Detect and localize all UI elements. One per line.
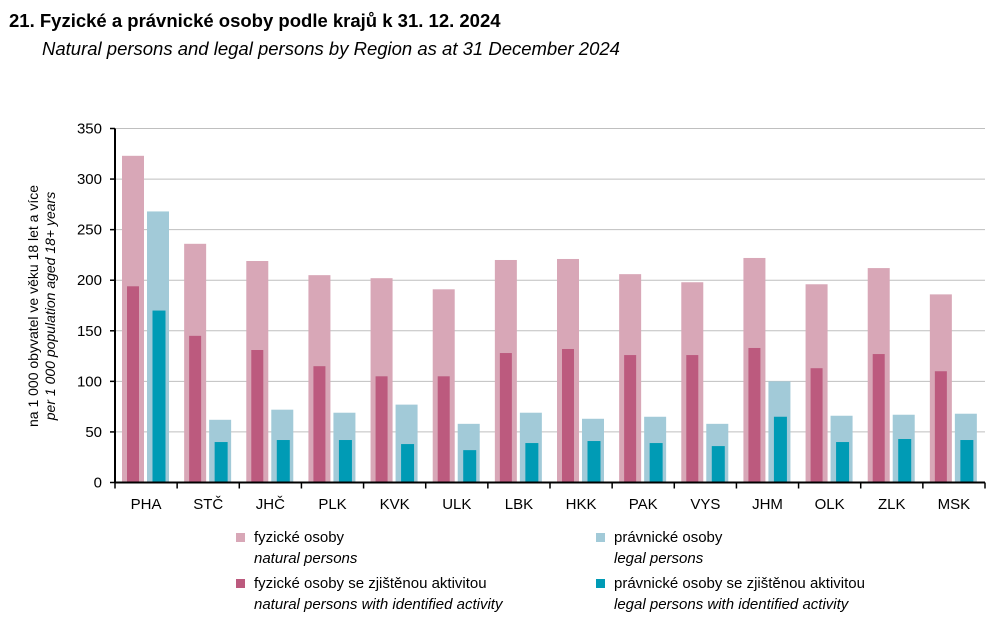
y-tick-label: 200	[77, 272, 102, 289]
x-tick-label: OLK	[815, 496, 845, 513]
x-tick-label: HKK	[566, 496, 597, 513]
bar-legal-active	[276, 440, 290, 483]
x-tick-label: VYS	[690, 496, 720, 513]
y-tick-label: 100	[77, 373, 102, 390]
bar-legal-active	[836, 442, 850, 483]
y-axis-label-en: per 1 000 population aged 18+ years	[42, 192, 58, 421]
bar-group-MSK	[929, 294, 977, 483]
bar-legal-active	[711, 446, 725, 483]
bar-legal-active	[152, 310, 166, 483]
bar-natural-active	[686, 355, 699, 483]
y-tick-label: 150	[77, 323, 102, 340]
legend-swatch-natural-active	[236, 579, 245, 588]
x-tick-label: PHA	[131, 496, 162, 513]
bars	[122, 155, 977, 483]
y-tick-label: 0	[94, 475, 102, 492]
legend-swatch-legal	[596, 533, 605, 542]
legend-label-cz: právnické osoby se zjištěnou aktivitou	[614, 575, 865, 592]
x-tick-label: ULK	[442, 496, 471, 513]
bar-natural-active	[127, 286, 139, 483]
bar-legal-active	[649, 443, 663, 483]
legend-label-en: natural persons with identified activity	[254, 596, 503, 613]
axes	[110, 127, 986, 489]
bar-group-ZLK	[867, 268, 915, 483]
bar-natural-active	[313, 366, 326, 483]
chart-subtitle: Natural persons and legal persons by Reg…	[42, 38, 620, 59]
legend-label-en: legal persons with identified activity	[614, 596, 849, 613]
bar-legal-active	[898, 439, 912, 483]
x-tick-label: PLK	[318, 496, 346, 513]
bar-group-OLK	[805, 284, 853, 483]
legend-swatch-natural	[236, 533, 245, 542]
bar-group-PHA	[122, 155, 169, 483]
legend-label-cz: fyzické osoby	[254, 529, 345, 546]
x-tick-label: LBK	[505, 496, 533, 513]
bar-legal-active	[525, 443, 539, 483]
gridlines	[115, 128, 985, 433]
bar-group-VYS	[681, 282, 729, 483]
bar-natural-active	[562, 348, 574, 483]
x-tick-labels: PHA STČ JHČ PLK KVK ULK LBK HKK PAK VYS JHM OLK ZLK M…	[131, 496, 971, 513]
bar-legal-active	[773, 416, 787, 483]
bar-natural-active	[872, 354, 885, 483]
y-tick-label: 300	[77, 171, 102, 188]
bar-group-PAK	[619, 274, 667, 483]
x-tick-label: KVK	[380, 496, 410, 513]
bar-natural-active	[624, 355, 637, 483]
bar-legal-active	[401, 444, 415, 483]
bar-natural-active	[748, 347, 761, 483]
bar-natural-active	[499, 353, 512, 483]
legend-label-en: natural persons	[254, 550, 358, 567]
y-tick-label: 50	[85, 424, 102, 441]
legend-label-cz: právnické osoby	[614, 529, 723, 546]
bar-legal-active	[463, 450, 477, 483]
bar-legal-active	[960, 440, 974, 483]
legend-label-en: legal persons	[614, 550, 704, 567]
x-tick-label: PAK	[629, 496, 658, 513]
x-tick-label: JHČ	[256, 496, 285, 513]
bar-natural-active	[375, 376, 388, 483]
bar-group-LBK	[494, 259, 542, 483]
chart-title: 21. Fyzické a právnické osoby podle kraj…	[9, 10, 501, 31]
x-tick-label: STČ	[193, 496, 223, 513]
bar-legal-active	[587, 441, 601, 483]
bar-natural-active	[189, 335, 202, 483]
bar-group-JHM	[743, 257, 791, 483]
bar-group-STČ	[184, 243, 232, 483]
x-tick-label: MSK	[938, 496, 971, 513]
bar-legal-active	[214, 442, 228, 483]
y-tick-labels: 0 50 100 150 200 250 300 350	[77, 121, 102, 492]
bar-natural-active	[251, 350, 264, 483]
bar-legal-active	[338, 440, 352, 483]
bar-group-ULK	[432, 289, 480, 483]
bar-natural-active	[810, 368, 823, 483]
bar-group-HKK	[557, 258, 604, 483]
x-tick-label: ZLK	[878, 496, 906, 513]
y-axis-label-cz: na 1 000 obyvatel ve věku 18 let a více	[25, 185, 41, 427]
y-tick-label: 350	[77, 121, 102, 138]
bar-group-PLK	[308, 275, 356, 483]
bar-group-KVK	[370, 278, 418, 483]
bar-natural-active	[437, 376, 450, 483]
legend-label-cz: fyzické osoby se zjištěnou aktivitou	[254, 575, 487, 592]
bar-natural-active	[934, 371, 947, 483]
x-tick-label: JHM	[752, 496, 783, 513]
bar-group-JHČ	[246, 260, 294, 483]
y-tick-label: 250	[77, 222, 102, 239]
legend-swatch-legal-active	[596, 579, 605, 588]
